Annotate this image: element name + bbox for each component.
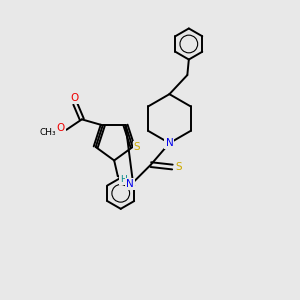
Text: H: H [120, 175, 127, 184]
Text: CH₃: CH₃ [40, 128, 56, 137]
Text: O: O [70, 93, 79, 103]
Text: N: N [166, 138, 173, 148]
Text: S: S [134, 142, 140, 152]
Text: O: O [57, 123, 65, 133]
Text: N: N [126, 179, 134, 189]
Text: S: S [176, 162, 182, 172]
